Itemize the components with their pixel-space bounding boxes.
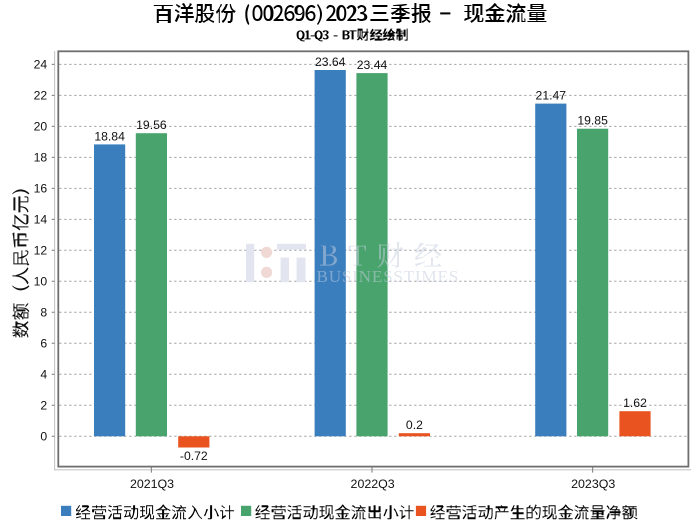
svg-text:20: 20 xyxy=(34,120,48,134)
svg-text:23.64: 23.64 xyxy=(315,55,346,69)
svg-text:2021Q3: 2021Q3 xyxy=(130,477,174,491)
svg-text:2022Q3: 2022Q3 xyxy=(351,477,395,491)
svg-text:0.2: 0.2 xyxy=(406,418,423,432)
svg-text:-0.72: -0.72 xyxy=(180,449,208,463)
svg-text:22: 22 xyxy=(34,89,48,103)
svg-text:4: 4 xyxy=(40,368,47,382)
svg-text:18.84: 18.84 xyxy=(94,129,125,143)
svg-text:6: 6 xyxy=(40,337,47,351)
svg-text:0: 0 xyxy=(40,430,47,444)
svg-text:12: 12 xyxy=(34,244,48,258)
svg-text:24: 24 xyxy=(34,58,48,72)
svg-text:8: 8 xyxy=(40,306,47,320)
svg-text:2023Q3: 2023Q3 xyxy=(571,477,615,491)
svg-text:BUSINESSTIMES: BUSINESSTIMES xyxy=(317,267,460,286)
svg-text:16: 16 xyxy=(34,182,48,196)
svg-text:14: 14 xyxy=(34,213,48,227)
svg-text:19.85: 19.85 xyxy=(577,114,608,128)
svg-text:19.56: 19.56 xyxy=(136,118,167,132)
svg-text:2: 2 xyxy=(40,399,47,413)
svg-text:21.47: 21.47 xyxy=(536,89,567,103)
svg-text:1.62: 1.62 xyxy=(623,396,647,410)
svg-text:18: 18 xyxy=(34,151,48,165)
svg-text:10: 10 xyxy=(34,275,48,289)
svg-text:23.44: 23.44 xyxy=(357,58,388,72)
